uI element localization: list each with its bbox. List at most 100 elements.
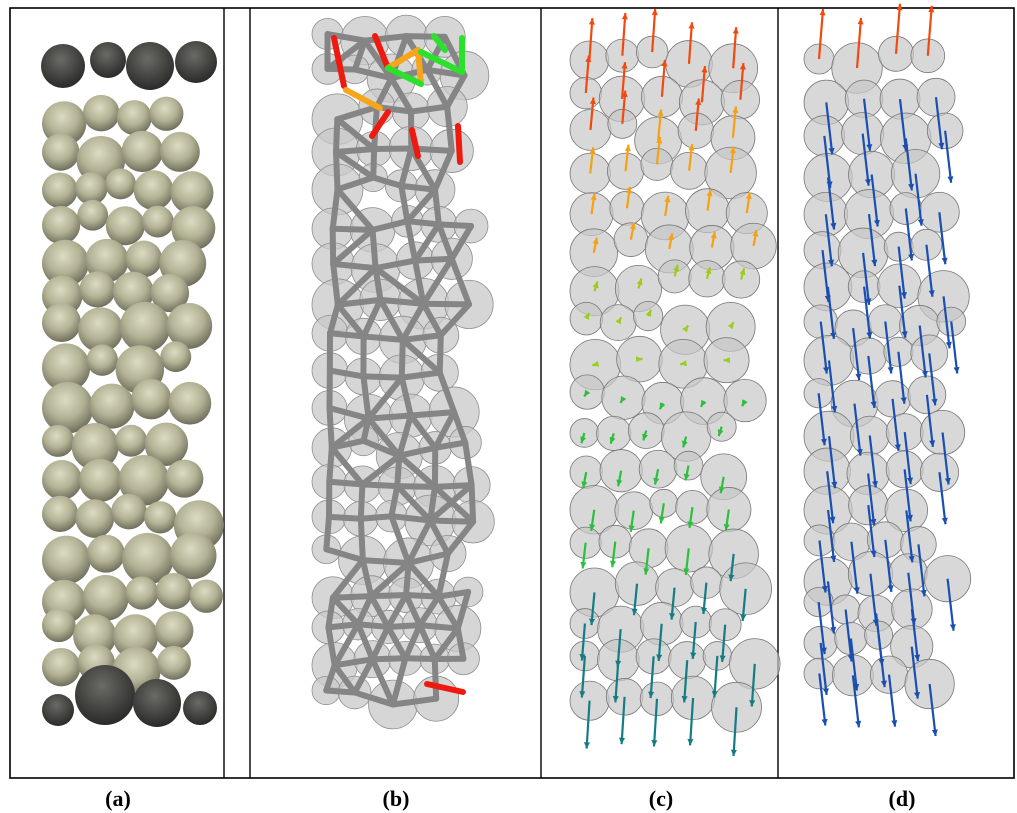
vector-arrowhead (906, 514, 913, 522)
displacement-vector (652, 698, 659, 747)
vector-arrowhead (618, 737, 626, 745)
vector-arrowhead (718, 486, 725, 494)
contact-edge (407, 412, 439, 451)
vector-arrowhead (871, 259, 878, 267)
vector-arrowhead (615, 317, 622, 325)
displacement-vector (925, 394, 934, 447)
displacement-vector (688, 697, 695, 746)
vector-arrowhead (887, 585, 894, 592)
vector-arrowhead (673, 264, 680, 272)
vector-arrowhead (584, 389, 591, 397)
vector-arrowhead (917, 219, 924, 226)
contact-edge (412, 257, 427, 307)
sphere (42, 535, 91, 585)
vector-arrowhead (732, 27, 739, 34)
sphere (42, 133, 80, 171)
vector-arrowhead (831, 405, 838, 413)
vector-arrowhead (938, 142, 945, 150)
sphere (105, 168, 136, 200)
vector-arrowhead (820, 438, 827, 446)
contact-edge (402, 655, 438, 663)
displacement-vector (817, 393, 826, 446)
vector-arrowhead (870, 550, 877, 558)
contact-edge (396, 444, 439, 459)
contact-edge (357, 513, 395, 522)
displacement-vector (819, 321, 828, 374)
vector-arrowhead (580, 561, 587, 569)
contact-edge (326, 444, 335, 485)
vector-arrowhead (701, 66, 708, 73)
panel-d-displacement-vectors (803, 3, 972, 737)
displacement-vector (869, 573, 878, 626)
sphere (141, 205, 174, 238)
vector-arrowhead (739, 268, 746, 276)
vector-arrowhead (687, 738, 694, 746)
particle-outline (598, 524, 633, 559)
contact-edge (334, 301, 367, 340)
contact-edge (398, 182, 411, 225)
displacement-vector (946, 578, 955, 631)
displacement-vector (910, 609, 919, 662)
contact-edge (351, 37, 368, 73)
displacement-vector (825, 102, 834, 155)
particle-outline (926, 112, 964, 150)
contact-edge (396, 412, 414, 459)
vector-arrowhead (821, 718, 828, 726)
contact-edge (403, 592, 423, 629)
contact-edge (389, 695, 440, 708)
contact-edge (405, 550, 451, 567)
vector-arrowhead (928, 5, 935, 13)
vector-arrowhead (588, 618, 596, 626)
contact-edge (431, 656, 440, 702)
displacement-vector (732, 27, 738, 69)
vector-arrowhead (931, 729, 938, 736)
displacement-vector (850, 541, 859, 594)
vector-arrowhead (830, 626, 837, 634)
contact-edge (355, 593, 375, 628)
vector-arrowhead (740, 614, 747, 621)
vector-arrowhead (928, 290, 935, 297)
vector-arrowhead (855, 720, 862, 728)
sphere (74, 172, 108, 205)
sphere (115, 424, 148, 457)
vector-arrowhead (727, 322, 734, 330)
sphere (155, 572, 193, 610)
contact-edge (412, 221, 442, 264)
vector-arrowhead (579, 654, 586, 661)
contact-edge (359, 557, 412, 567)
contact-edge (427, 517, 477, 525)
contact-edge (399, 300, 427, 343)
displacement-vector (687, 22, 694, 64)
vector-arrowhead (612, 695, 619, 703)
vector-arrowhead (929, 440, 936, 447)
dark-sphere (175, 41, 217, 83)
sphere (79, 271, 116, 308)
contact-edge (326, 404, 372, 422)
displacement-vector (898, 285, 907, 338)
contact-edge-highlight (418, 49, 465, 75)
contact-edge (370, 145, 378, 181)
contact-edge-highlight (455, 123, 463, 165)
contact-edge-highlight (385, 47, 421, 71)
sphere (170, 171, 214, 215)
vector-arrowhead (682, 325, 689, 333)
contact-edge (369, 656, 396, 708)
displacement-vector (867, 214, 877, 267)
contact-edge (444, 72, 468, 110)
vector-arrowhead (896, 3, 903, 11)
displacement-vector (917, 544, 926, 597)
contact-edge (385, 622, 423, 630)
displacement-vector (926, 5, 933, 56)
sphere (75, 499, 115, 538)
sphere (113, 614, 159, 660)
contact-edge (435, 550, 451, 600)
vector-arrowhead (887, 366, 894, 374)
sphere (78, 307, 124, 353)
vector-arrowhead (609, 436, 616, 444)
displacement-vector (585, 700, 591, 749)
contact-edge (432, 409, 458, 451)
displacement-vector (950, 321, 959, 374)
contact-edge (437, 301, 473, 339)
vector-arrowhead (653, 477, 660, 485)
contact-edge (416, 593, 442, 629)
